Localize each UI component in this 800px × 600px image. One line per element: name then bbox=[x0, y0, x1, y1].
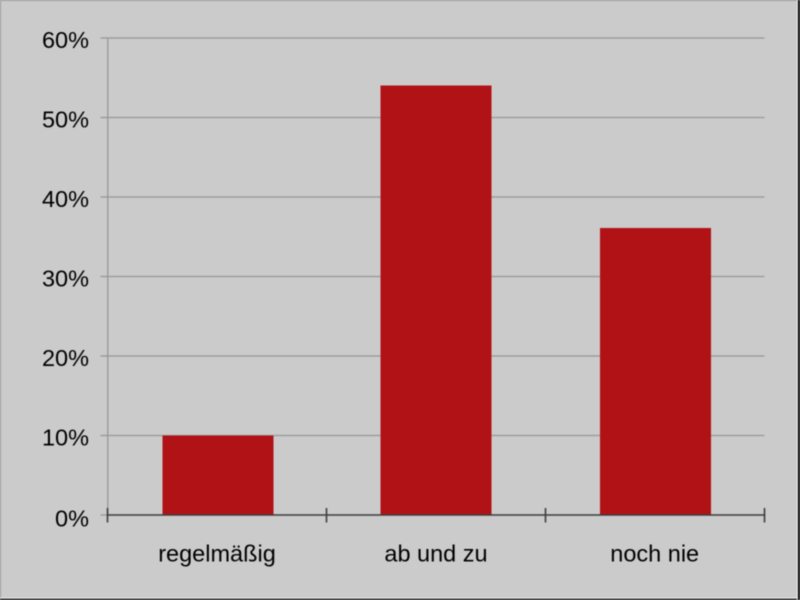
svg-text:50%: 50% bbox=[42, 107, 89, 133]
svg-text:noch nie: noch nie bbox=[610, 541, 699, 567]
svg-text:30%: 30% bbox=[42, 266, 89, 292]
svg-text:regelmäßig: regelmäßig bbox=[158, 541, 276, 567]
svg-text:20%: 20% bbox=[42, 345, 89, 371]
svg-text:0%: 0% bbox=[55, 506, 89, 532]
svg-text:ab und zu: ab und zu bbox=[384, 541, 487, 567]
svg-text:40%: 40% bbox=[42, 186, 89, 212]
svg-text:10%: 10% bbox=[42, 425, 89, 451]
svg-text:60%: 60% bbox=[42, 27, 89, 53]
